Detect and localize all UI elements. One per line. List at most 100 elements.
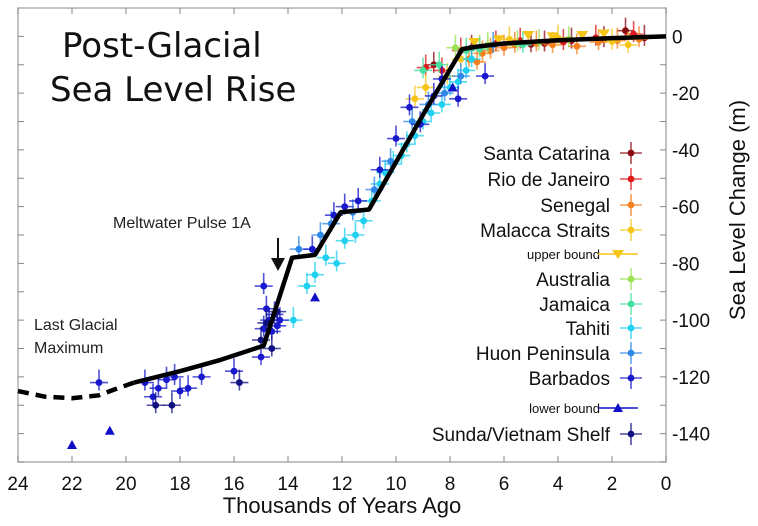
- point-barbados-point: [308, 245, 316, 253]
- point-tahiti-point: [322, 254, 330, 262]
- x-tick-label: 24: [7, 474, 29, 495]
- legend-item-rio-de-janeiro: Rio de Janeiro: [487, 168, 642, 191]
- point-lower-bound-point: [310, 292, 320, 302]
- point-huon-peninsula-point: [457, 72, 465, 80]
- legend-label: Australia: [536, 270, 610, 291]
- annotation-lgm-line-1: Last Glacial: [34, 317, 118, 334]
- point-sunda-vietnam-shelf-point: [268, 345, 276, 352]
- legend-marker-sunda-vietnam-shelf-point: [627, 430, 635, 438]
- legend-marker-malacca-straits-point: [627, 226, 635, 234]
- legend: Santa Catarina Rio de Janeiro Senegal Malac…: [432, 142, 642, 446]
- point-tahiti-point: [427, 109, 435, 117]
- y-tick-label: -140: [672, 425, 710, 446]
- point-barbados-point: [341, 203, 349, 211]
- legend-label: Sunda/Vietnam Shelf: [432, 425, 611, 446]
- point-tahiti-point: [303, 282, 311, 290]
- legend-item-upper-bound: upper bound: [527, 247, 638, 262]
- point-barbados-point: [149, 393, 157, 401]
- x-tick-label: 12: [331, 474, 352, 495]
- point-tahiti-point: [333, 259, 340, 267]
- point-barbados-point: [406, 103, 413, 111]
- y-tick-label: -60: [672, 198, 699, 219]
- point-barbados-point: [260, 282, 268, 290]
- point-tahiti-point: [462, 67, 470, 74]
- legend-marker-lower-bound-point: [613, 403, 623, 412]
- legend-label: lower bound: [529, 401, 600, 416]
- chart-title-line-2: Sea Level Rise: [50, 70, 296, 110]
- y-tick-label: -80: [672, 254, 699, 275]
- point-huon-peninsula-point: [371, 186, 378, 194]
- point-senegal-point: [473, 58, 481, 66]
- legend-marker-tahiti-point: [627, 324, 635, 332]
- point-lower-bound-point: [67, 439, 77, 449]
- point-tahiti-point: [290, 316, 297, 324]
- legend-label: Santa Catarina: [483, 144, 610, 165]
- legend-item-tahiti: Tahiti: [566, 317, 642, 340]
- x-tick-label: 10: [385, 474, 406, 495]
- point-malacca-straits-point: [422, 84, 430, 91]
- point-huon-peninsula-point: [441, 89, 448, 97]
- x-tick-label: 18: [169, 474, 190, 495]
- legend-label: Barbados: [529, 369, 610, 390]
- point-sunda-vietnam-shelf-point: [263, 319, 270, 327]
- point-barbados-point: [230, 367, 238, 375]
- legend-label: Malacca Straits: [480, 221, 610, 242]
- legend-label: Senegal: [540, 196, 610, 217]
- point-sunda-vietnam-shelf-point: [236, 379, 243, 386]
- data-series: [67, 17, 654, 449]
- x-tick-label: 22: [61, 474, 82, 495]
- legend-item-jamaica: Jamaica: [539, 293, 642, 316]
- trend-line-solid: [133, 34, 667, 385]
- series-upper-bound: [468, 29, 610, 48]
- point-upper-bound-point: [546, 32, 559, 42]
- point-sunda-vietnam-shelf-point: [152, 401, 160, 409]
- point-barbados-point: [376, 166, 384, 174]
- point-senegal-point: [500, 44, 508, 52]
- point-jamaica-point: [419, 67, 427, 74]
- point-malacca-straits-point: [624, 41, 632, 49]
- legend-label: upper bound: [527, 247, 600, 262]
- point-barbados-point: [95, 379, 103, 386]
- legend-marker-huon-peninsula-point: [627, 349, 635, 357]
- axis-ticks: [17, 8, 667, 463]
- point-senegal-point: [573, 42, 581, 50]
- point-upper-bound-point: [468, 38, 481, 48]
- point-barbados-point: [155, 384, 162, 392]
- point-australia-point: [452, 44, 459, 52]
- point-senegal-point: [549, 41, 556, 49]
- annotation-meltwater-pulse: Meltwater Pulse 1A: [113, 215, 251, 232]
- point-upper-bound-point: [576, 30, 589, 40]
- point-huon-peninsula-point: [317, 231, 324, 239]
- point-tahiti-point: [360, 217, 367, 225]
- point-barbados-point: [257, 353, 265, 361]
- y-tick-label: -100: [672, 311, 710, 332]
- point-senegal-point: [487, 47, 494, 54]
- point-barbados-point: [481, 72, 489, 80]
- legend-item-australia: Australia: [536, 268, 642, 291]
- point-barbados-point: [198, 373, 206, 381]
- point-lower-bound-point: [447, 82, 458, 92]
- x-tick-label: 20: [115, 474, 136, 495]
- legend-item-huon-peninsula: Huon Peninsula: [476, 342, 642, 365]
- y-tick-labels: 0 -20 -40 -60 -80 -100 -120 -140: [672, 27, 710, 445]
- point-tahiti-point: [454, 78, 462, 86]
- legend-label: Huon Peninsula: [476, 344, 611, 365]
- point-tahiti-point: [352, 231, 359, 239]
- y-tick-label: -40: [672, 141, 699, 162]
- point-sunda-vietnam-shelf-point: [168, 401, 176, 409]
- meltwater-arrow-icon: [271, 238, 285, 271]
- x-tick-label: 4: [553, 474, 564, 495]
- point-upper-bound-point: [597, 29, 610, 39]
- point-upper-bound-point: [492, 35, 505, 45]
- point-malacca-straits-point: [411, 95, 419, 103]
- point-tahiti-point: [438, 101, 446, 108]
- point-huon-peninsula-point: [387, 157, 394, 165]
- legend-item-senegal: Senegal: [540, 194, 642, 217]
- legend-item-sunda-vietnam-shelf: Sunda/Vietnam Shelf: [432, 423, 642, 446]
- point-barbados-point: [392, 135, 400, 142]
- x-tick-label: 2: [607, 474, 618, 495]
- legend-label: Tahiti: [566, 319, 610, 340]
- legend-marker-barbados-point: [627, 374, 635, 382]
- legend-item-barbados: Barbados: [529, 367, 642, 390]
